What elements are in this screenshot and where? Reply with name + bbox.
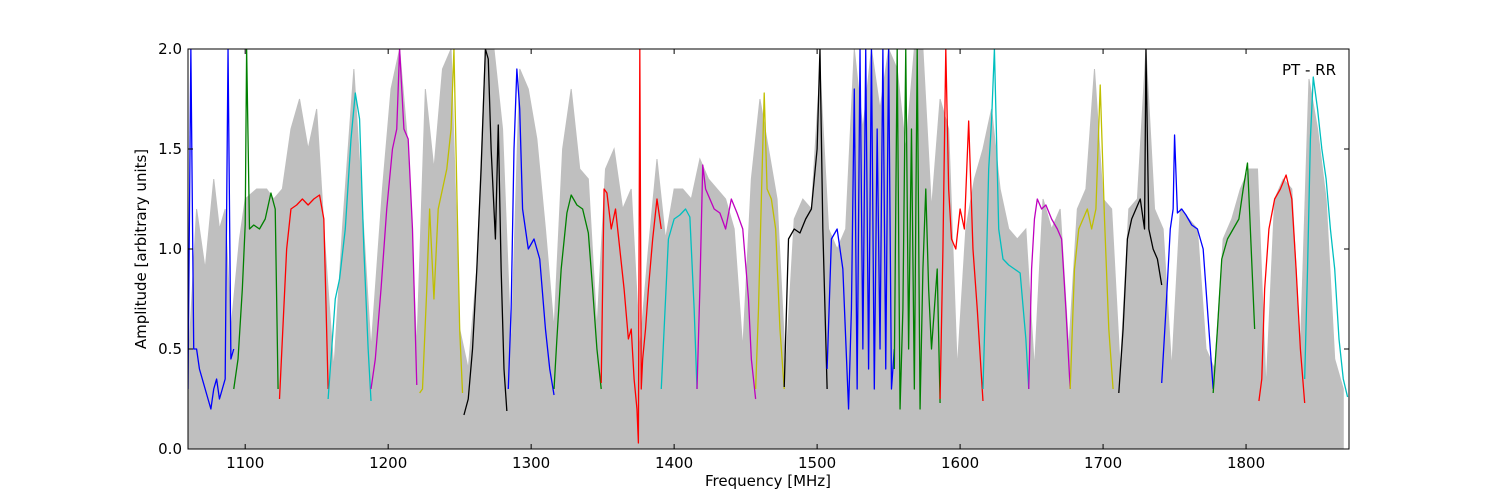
series-line-0 — [188, 49, 235, 410]
series-line-15 — [893, 49, 941, 410]
x-tick-label: 1400 — [655, 454, 693, 472]
envelope-layer — [188, 49, 1344, 449]
x-tick-label: 1600 — [941, 454, 979, 472]
series-layer — [188, 49, 1349, 444]
series-line-13 — [783, 49, 828, 390]
series-line-23 — [1258, 174, 1306, 404]
series-line-1 — [233, 49, 279, 390]
y-tick-label: 0.0 — [158, 440, 182, 458]
x-tick-label: 1300 — [512, 454, 550, 472]
series-line-14 — [826, 49, 895, 410]
x-tick-label: 1700 — [1084, 454, 1122, 472]
series-line-20 — [1118, 49, 1163, 394]
x-tick-label: 1500 — [798, 454, 836, 472]
ticks-layer: 1100 1200 1300 1400 1500 1600 1700 1800 0.0 0.5 1.… — [158, 40, 1349, 472]
x-axis-label: Frequency [MHz] — [705, 472, 831, 490]
envelope-band — [188, 49, 1344, 449]
series-line-19 — [1069, 84, 1114, 390]
y-tick-label: 0.5 — [158, 340, 182, 358]
x-tick-label: 1200 — [369, 454, 407, 472]
annotation-label: PT - RR — [1282, 61, 1336, 79]
series-line-4 — [370, 49, 418, 390]
series-line-17 — [982, 49, 1030, 390]
series-line-5 — [419, 49, 464, 394]
y-tick-label: 1.5 — [158, 140, 182, 158]
y-tick-label: 1.0 — [158, 240, 182, 258]
series-line-18 — [1028, 198, 1071, 390]
series-line-24 — [1304, 76, 1349, 398]
series-line-16 — [939, 49, 984, 402]
series-line-12 — [754, 92, 785, 390]
series-line-9 — [600, 49, 662, 444]
series-line-21 — [1161, 134, 1214, 390]
series-line-2 — [278, 194, 329, 400]
series-line-8 — [553, 194, 602, 390]
y-axis-label: Amplitude [arbitrary units] — [132, 149, 150, 349]
y-tick-label: 2.0 — [158, 40, 182, 58]
x-tick-label: 1800 — [1227, 454, 1265, 472]
series-line-6 — [463, 49, 508, 416]
series-line-11 — [696, 164, 757, 400]
series-line-7 — [507, 68, 555, 396]
series-line-22 — [1212, 162, 1256, 394]
x-tick-label: 1100 — [226, 454, 264, 472]
series-line-10 — [660, 208, 698, 390]
series-line-3 — [327, 92, 372, 402]
